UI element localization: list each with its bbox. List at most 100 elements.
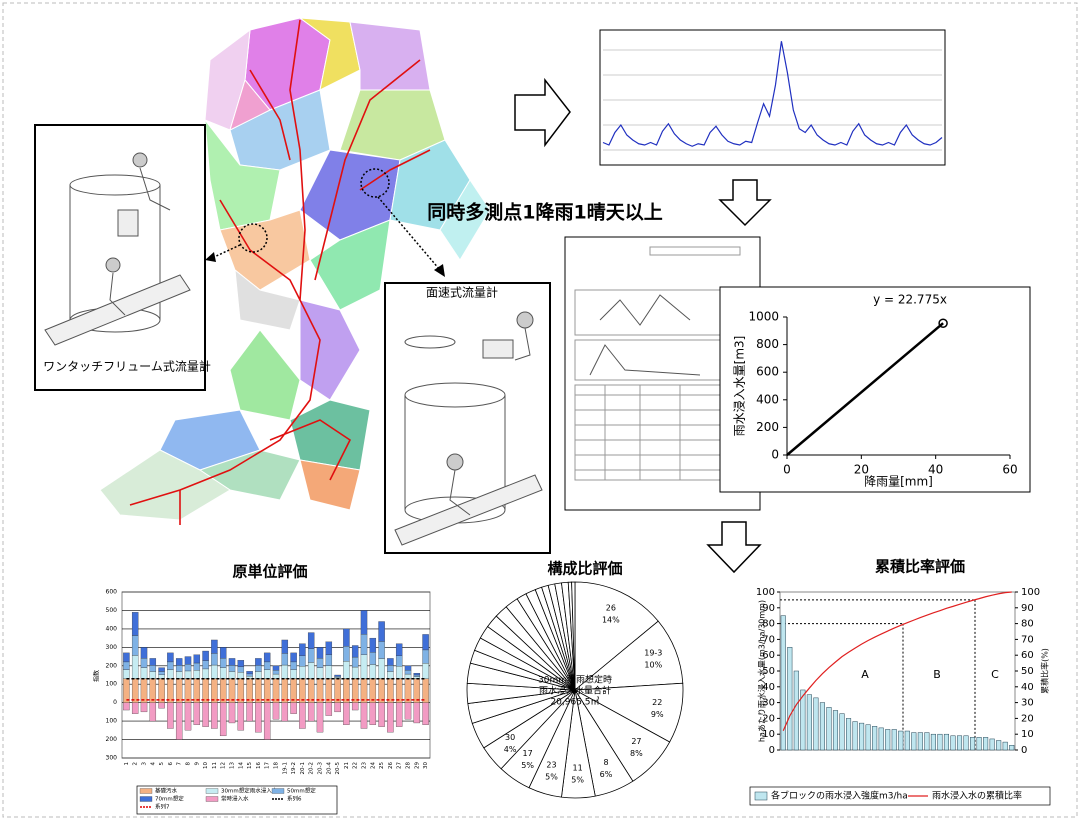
slice-label: 5% bbox=[545, 772, 558, 781]
bar bbox=[859, 723, 864, 750]
y2-tick-label: 90 bbox=[1021, 603, 1034, 614]
bar-segment bbox=[203, 679, 209, 703]
bar-segment bbox=[317, 647, 323, 658]
bar-segment bbox=[396, 666, 402, 678]
bar-segment bbox=[123, 679, 129, 703]
slice-category: 22 bbox=[652, 698, 662, 707]
bar-segment bbox=[308, 662, 314, 678]
slice-label: 10% bbox=[644, 660, 662, 669]
bar-segment bbox=[255, 703, 261, 733]
y-tick-label: 500 bbox=[106, 607, 118, 614]
bar-segment bbox=[361, 679, 367, 703]
x-tick-label: 20-5 bbox=[335, 762, 341, 775]
bar-segment bbox=[352, 657, 358, 667]
slice-category: 19-3 bbox=[644, 648, 662, 657]
bar-segment bbox=[132, 655, 138, 678]
bar-segment bbox=[211, 679, 217, 703]
x-tick-label: 26 bbox=[388, 762, 394, 769]
bar-segment bbox=[211, 640, 217, 653]
bar-segment bbox=[176, 671, 182, 678]
bar bbox=[840, 714, 845, 750]
legend-label: 30mm想定雨水浸入水 bbox=[221, 787, 278, 795]
chart-title: 構成比評価 bbox=[547, 560, 622, 578]
slice-category: 11 bbox=[573, 764, 583, 773]
bar-segment bbox=[185, 671, 191, 679]
bar-segment bbox=[264, 653, 270, 662]
x-tick-label: 17 bbox=[265, 762, 271, 769]
x-tick-label: 6 bbox=[168, 762, 174, 766]
x-tick-label: 23 bbox=[362, 762, 368, 769]
bar-segment bbox=[387, 679, 393, 703]
y2-tick-label: 0 bbox=[1021, 745, 1027, 756]
bar-segment bbox=[335, 703, 341, 712]
bar bbox=[990, 739, 995, 750]
bar-segment bbox=[176, 703, 182, 740]
bar-segment bbox=[361, 610, 367, 634]
slice-category: 26 bbox=[606, 603, 616, 612]
bar-segment bbox=[423, 663, 429, 678]
bar-segment bbox=[176, 665, 182, 671]
bar-segment bbox=[150, 703, 156, 721]
slice-label: 4% bbox=[504, 745, 517, 754]
region-label: A bbox=[861, 668, 869, 681]
bar-segment bbox=[379, 659, 385, 679]
bar bbox=[898, 731, 903, 750]
x-tick-label: 30 bbox=[423, 762, 429, 769]
bar-segment bbox=[423, 650, 429, 663]
x-tick-label: 20-2 bbox=[309, 762, 315, 774]
bar-segment bbox=[396, 644, 402, 656]
legend-swatch bbox=[140, 797, 152, 802]
bar bbox=[833, 711, 838, 751]
bar-segment bbox=[396, 679, 402, 703]
bar-segment bbox=[414, 679, 420, 703]
bar-segment bbox=[211, 665, 217, 679]
x-tick-label: 25 bbox=[379, 762, 385, 769]
bar-segment bbox=[396, 656, 402, 667]
bar-segment bbox=[264, 662, 270, 670]
bar-segment bbox=[273, 666, 279, 670]
bar-segment bbox=[317, 703, 323, 733]
legend-label: 70mm想定 bbox=[155, 795, 184, 803]
bar-segment bbox=[282, 679, 288, 703]
x-tick-label: 12 bbox=[221, 762, 227, 769]
bar-segment bbox=[238, 660, 244, 666]
bar-segment bbox=[229, 671, 235, 678]
bar-segment bbox=[132, 703, 138, 714]
bar-segment bbox=[211, 653, 217, 665]
bar-segment bbox=[132, 612, 138, 635]
bar-segment bbox=[194, 679, 200, 703]
y2-tick-label: 80 bbox=[1021, 619, 1034, 630]
y2-tick-label: 70 bbox=[1021, 634, 1034, 645]
slice-category: 17 bbox=[523, 749, 533, 758]
flume-meter-label: ワンタッチフリューム式流量計 bbox=[43, 359, 211, 374]
bar bbox=[885, 729, 890, 750]
y-tick-label: 200 bbox=[106, 736, 118, 743]
bar bbox=[853, 722, 858, 750]
bar-segment bbox=[282, 640, 288, 653]
x-tick-label: 16 bbox=[256, 762, 262, 769]
bar-segment bbox=[352, 679, 358, 703]
y-tick-label: 0 bbox=[113, 699, 117, 706]
bar-segment bbox=[370, 679, 376, 703]
bar-segment bbox=[220, 703, 226, 736]
bar bbox=[925, 733, 930, 750]
bar-segment bbox=[123, 653, 129, 662]
legend-label: 基礎汚水 bbox=[155, 787, 178, 795]
bar bbox=[977, 737, 982, 750]
x-tick-label: 13 bbox=[230, 762, 236, 769]
slice-label: 5% bbox=[571, 776, 584, 785]
bar-segment bbox=[405, 666, 411, 670]
y-tick-label: 100 bbox=[756, 587, 775, 598]
y-tick-label: 100 bbox=[106, 681, 118, 688]
bar-segment bbox=[141, 647, 147, 658]
bar-segment bbox=[387, 703, 393, 733]
bar-segment bbox=[220, 668, 226, 679]
bar bbox=[820, 703, 825, 750]
y-tick-label: 600 bbox=[106, 589, 118, 596]
bar-segment bbox=[238, 679, 244, 703]
bar bbox=[794, 671, 799, 750]
bar-segment bbox=[379, 641, 385, 658]
bar-segment bbox=[335, 675, 341, 676]
legend-swatch bbox=[755, 792, 767, 800]
slice-category: 30 bbox=[505, 733, 515, 742]
